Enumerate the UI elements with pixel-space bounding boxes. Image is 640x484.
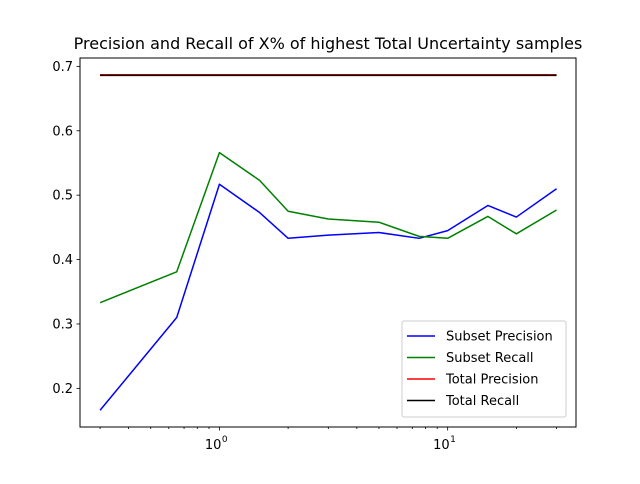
y-tick-label: 0.7 bbox=[52, 60, 73, 75]
x-tick-label-base: 10 bbox=[433, 438, 450, 453]
legend-label: Total Precision bbox=[445, 373, 539, 388]
x-tick-label: 10 1 bbox=[433, 435, 456, 453]
y-tick-label: 0.5 bbox=[52, 189, 73, 204]
x-tick-label-exponent: 0 bbox=[222, 435, 228, 445]
legend-label: Subset Recall bbox=[446, 351, 534, 366]
x-tick-label-exponent: 1 bbox=[450, 435, 456, 445]
series-line-subset-recall bbox=[99, 151, 557, 304]
series-line-subset-precision bbox=[99, 183, 557, 411]
y-tick-label: 0.2 bbox=[52, 382, 73, 397]
x-tick-label: 10 0 bbox=[205, 435, 228, 453]
y-tick-label: 0.6 bbox=[52, 124, 73, 139]
legend: Subset Precision Subset Recall Total Preci… bbox=[401, 320, 567, 418]
legend-label: Subset Precision bbox=[446, 330, 553, 345]
legend-box bbox=[401, 320, 567, 418]
plot-area bbox=[99, 73, 557, 411]
y-tick-label: 0.4 bbox=[52, 253, 73, 268]
x-tick-label-base: 10 bbox=[205, 438, 222, 453]
chart-title: Precision and Recall of X% of highest To… bbox=[74, 34, 583, 53]
legend-label: Total Recall bbox=[445, 394, 519, 409]
y-tick-label: 0.3 bbox=[52, 317, 73, 332]
